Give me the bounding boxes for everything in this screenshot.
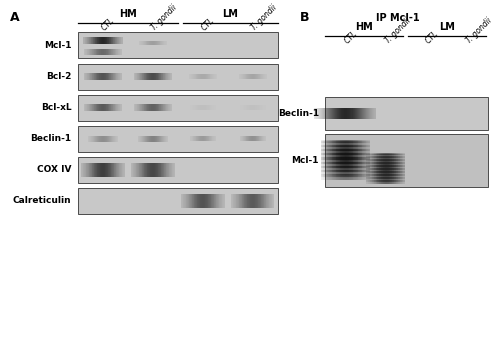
Text: LM: LM: [222, 9, 238, 19]
Bar: [325, 134, 488, 187]
Text: HM: HM: [355, 22, 373, 32]
Text: LM: LM: [439, 22, 455, 32]
Bar: [78, 126, 278, 152]
Text: Mcl-1: Mcl-1: [292, 156, 319, 165]
Text: Beclin-1: Beclin-1: [30, 134, 72, 143]
Text: Mcl-1: Mcl-1: [44, 41, 72, 50]
Text: B: B: [300, 11, 310, 24]
Text: CTL: CTL: [424, 29, 440, 45]
Bar: [78, 32, 278, 58]
Text: T. gondii: T. gondii: [250, 3, 279, 32]
Text: T. gondii: T. gondii: [464, 16, 494, 45]
Text: HM: HM: [118, 9, 136, 19]
Text: CTL: CTL: [343, 29, 359, 45]
Bar: [78, 157, 278, 183]
Bar: [78, 95, 278, 121]
Text: COX IV: COX IV: [37, 165, 72, 174]
Bar: [325, 97, 488, 130]
Text: T. gondii: T. gondii: [384, 16, 412, 45]
Text: IP Mcl-1: IP Mcl-1: [376, 13, 420, 23]
Text: Bcl-2: Bcl-2: [46, 72, 72, 81]
Text: Beclin-1: Beclin-1: [278, 109, 319, 118]
Text: Calreticulin: Calreticulin: [13, 196, 72, 205]
Bar: [78, 64, 278, 90]
Text: T. gondii: T. gondii: [150, 3, 179, 32]
Text: CTL: CTL: [100, 16, 116, 32]
Bar: [78, 188, 278, 214]
Text: Bcl-xL: Bcl-xL: [41, 103, 72, 112]
Text: A: A: [10, 11, 20, 24]
Text: CTL: CTL: [200, 16, 216, 32]
